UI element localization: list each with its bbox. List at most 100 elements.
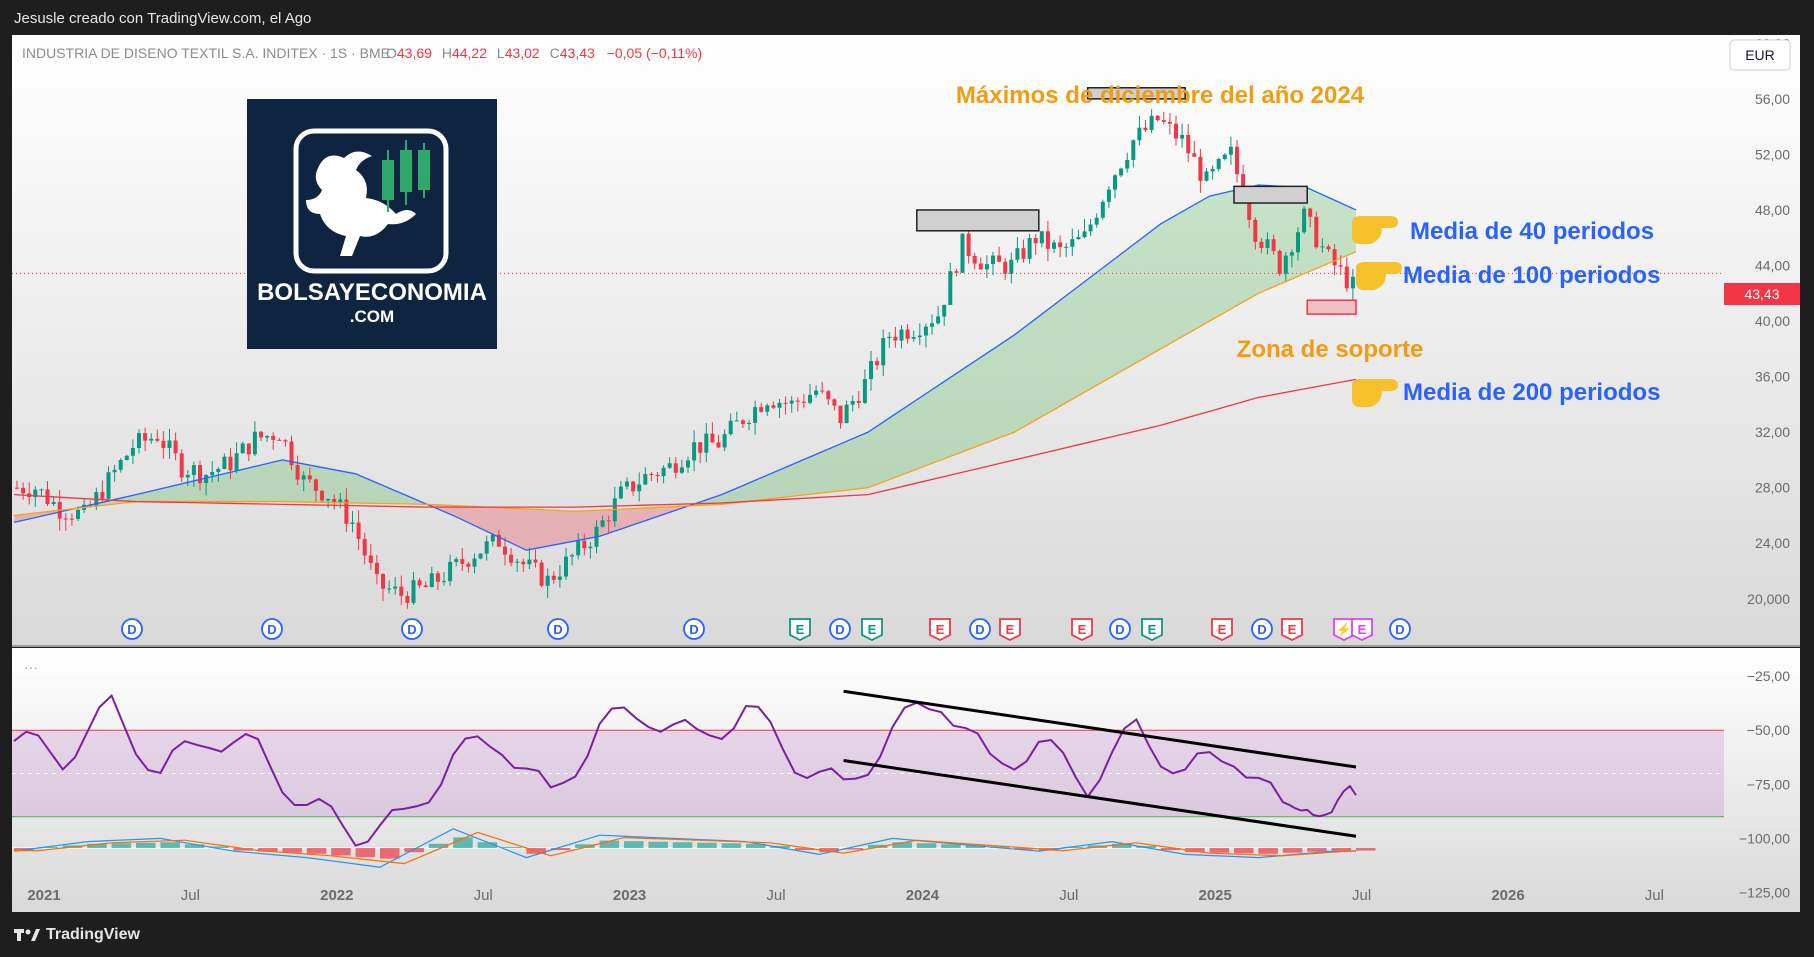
candle-body-up <box>911 337 916 339</box>
candle-body-up <box>1137 127 1142 141</box>
ma-cloud-segment <box>502 507 527 551</box>
candle-body-up <box>576 540 581 556</box>
candle-body-down <box>539 562 544 586</box>
candle-body-down <box>1308 208 1313 217</box>
marker-label: E <box>1288 622 1297 637</box>
close-value: 43,43 <box>560 45 595 61</box>
candle-body-up <box>728 420 733 435</box>
candle-body-down <box>966 233 971 256</box>
candle-body-up <box>1350 276 1355 289</box>
annotation-title: Máximos de diciembre del año 2024 <box>956 82 1365 109</box>
candle-body-up <box>844 404 849 424</box>
candle-body-up <box>722 434 727 448</box>
candle-body-up <box>869 361 873 380</box>
ma-cloud-segment <box>819 442 844 494</box>
candle-body-up <box>814 390 819 395</box>
candle-body-up <box>301 475 306 480</box>
rsi-pane-background <box>12 648 1800 912</box>
candle-body-up <box>588 546 593 549</box>
candle-body-up <box>1283 255 1288 274</box>
candle-body-up <box>917 335 922 338</box>
marker-label: E <box>1218 622 1227 637</box>
candle-body-down <box>259 431 263 438</box>
ma-cloud-segment <box>453 505 478 528</box>
macd-histogram-bar <box>453 837 473 848</box>
candle-body-up <box>600 520 605 527</box>
candle-body-up <box>216 468 221 473</box>
candle-body-up <box>222 456 227 469</box>
earnings-marker-icon: E <box>1141 618 1163 642</box>
candle-body-down <box>435 573 440 582</box>
candle-body-down <box>381 574 385 589</box>
price-tick-label: 20,000 <box>1747 591 1790 607</box>
candle-body-up <box>387 588 392 590</box>
candle-body-up <box>1228 146 1233 155</box>
candle-body-up <box>643 474 648 485</box>
candle-body-down <box>313 479 318 491</box>
annotation-ma100: Media de 100 periodos <box>1403 262 1660 289</box>
candle-body-up <box>1296 232 1300 253</box>
macd-histogram-bar <box>331 848 351 856</box>
macd-histogram-bar <box>916 843 937 848</box>
candle-body-down <box>271 435 276 440</box>
candle-body-up <box>1125 159 1130 169</box>
price-tick-label: 32,00 <box>1755 424 1790 440</box>
candle-body-down <box>801 401 806 403</box>
macd-histogram-bar <box>843 848 864 850</box>
ma-cloud-segment <box>1234 184 1259 308</box>
macd-histogram-bar <box>306 848 327 854</box>
marker-shape <box>861 618 883 642</box>
marker-shape <box>1141 618 1163 642</box>
time-tick-label: Jul <box>474 887 493 904</box>
tradingview-brand[interactable]: TradingView <box>14 926 140 944</box>
candle-body-down <box>1253 219 1258 242</box>
c-label: C <box>550 45 560 61</box>
candle-body-down <box>1174 123 1178 139</box>
candle-body-up <box>490 534 495 542</box>
h-label: H <box>442 45 452 61</box>
ma-cloud-segment <box>575 510 600 541</box>
marker-shape <box>401 618 423 640</box>
dividend-marker-icon: D <box>547 618 569 640</box>
currency-button[interactable]: EUR <box>1729 39 1791 71</box>
ohlc-readout: O43,69 H44,22 L43,02 C43,43 −0,05 (−0,11… <box>386 45 702 61</box>
marker-label: D <box>689 622 698 637</box>
candle-body-down <box>405 595 410 603</box>
annotation-support: Zona de soporte <box>1237 336 1424 363</box>
logo-line2: .COM <box>350 307 394 326</box>
candle-body-down <box>771 405 776 408</box>
candle-body-down <box>582 540 587 549</box>
ma-cloud-segment <box>794 452 820 497</box>
earnings-marker-icon: ⚡ <box>1333 618 1355 642</box>
indicator-more-icon[interactable]: ··· <box>24 659 38 675</box>
macd-histogram-bar <box>1209 848 1230 853</box>
candle-body-down <box>783 402 788 404</box>
candle-body-down <box>155 438 160 441</box>
macd-histogram-bar <box>575 844 595 848</box>
ma-cloud-segment <box>282 459 307 503</box>
macd-histogram-bar <box>184 844 205 848</box>
candle-body-up <box>1204 171 1209 181</box>
candle-body-up <box>149 438 154 441</box>
candle-body-up <box>1216 158 1221 169</box>
candle-body-down <box>606 520 611 522</box>
ma-cloud-segment <box>746 473 771 502</box>
candle-body-up <box>765 405 770 412</box>
price-tick-label: 40,00 <box>1755 313 1790 329</box>
macd-histogram-bar <box>111 843 132 848</box>
ma-cloud-segment <box>770 463 795 499</box>
marker-shape <box>1211 618 1233 642</box>
earnings-marker-icon: E <box>861 618 883 642</box>
candle-body-down <box>1314 216 1319 248</box>
dividend-marker-icon: D <box>121 618 143 640</box>
macd-signal-line <box>14 831 1357 865</box>
rsi-trendline <box>843 689 1357 769</box>
macd-histogram-bar <box>258 848 278 852</box>
time-tick-label: 2026 <box>1491 887 1524 904</box>
ma200-line <box>13 378 1357 508</box>
dividend-marker-icon: D <box>1251 618 1273 640</box>
candle-body-down <box>356 522 361 539</box>
annotation-ma200: Media de 200 periodos <box>1403 379 1660 406</box>
candle-body-down <box>362 538 367 556</box>
